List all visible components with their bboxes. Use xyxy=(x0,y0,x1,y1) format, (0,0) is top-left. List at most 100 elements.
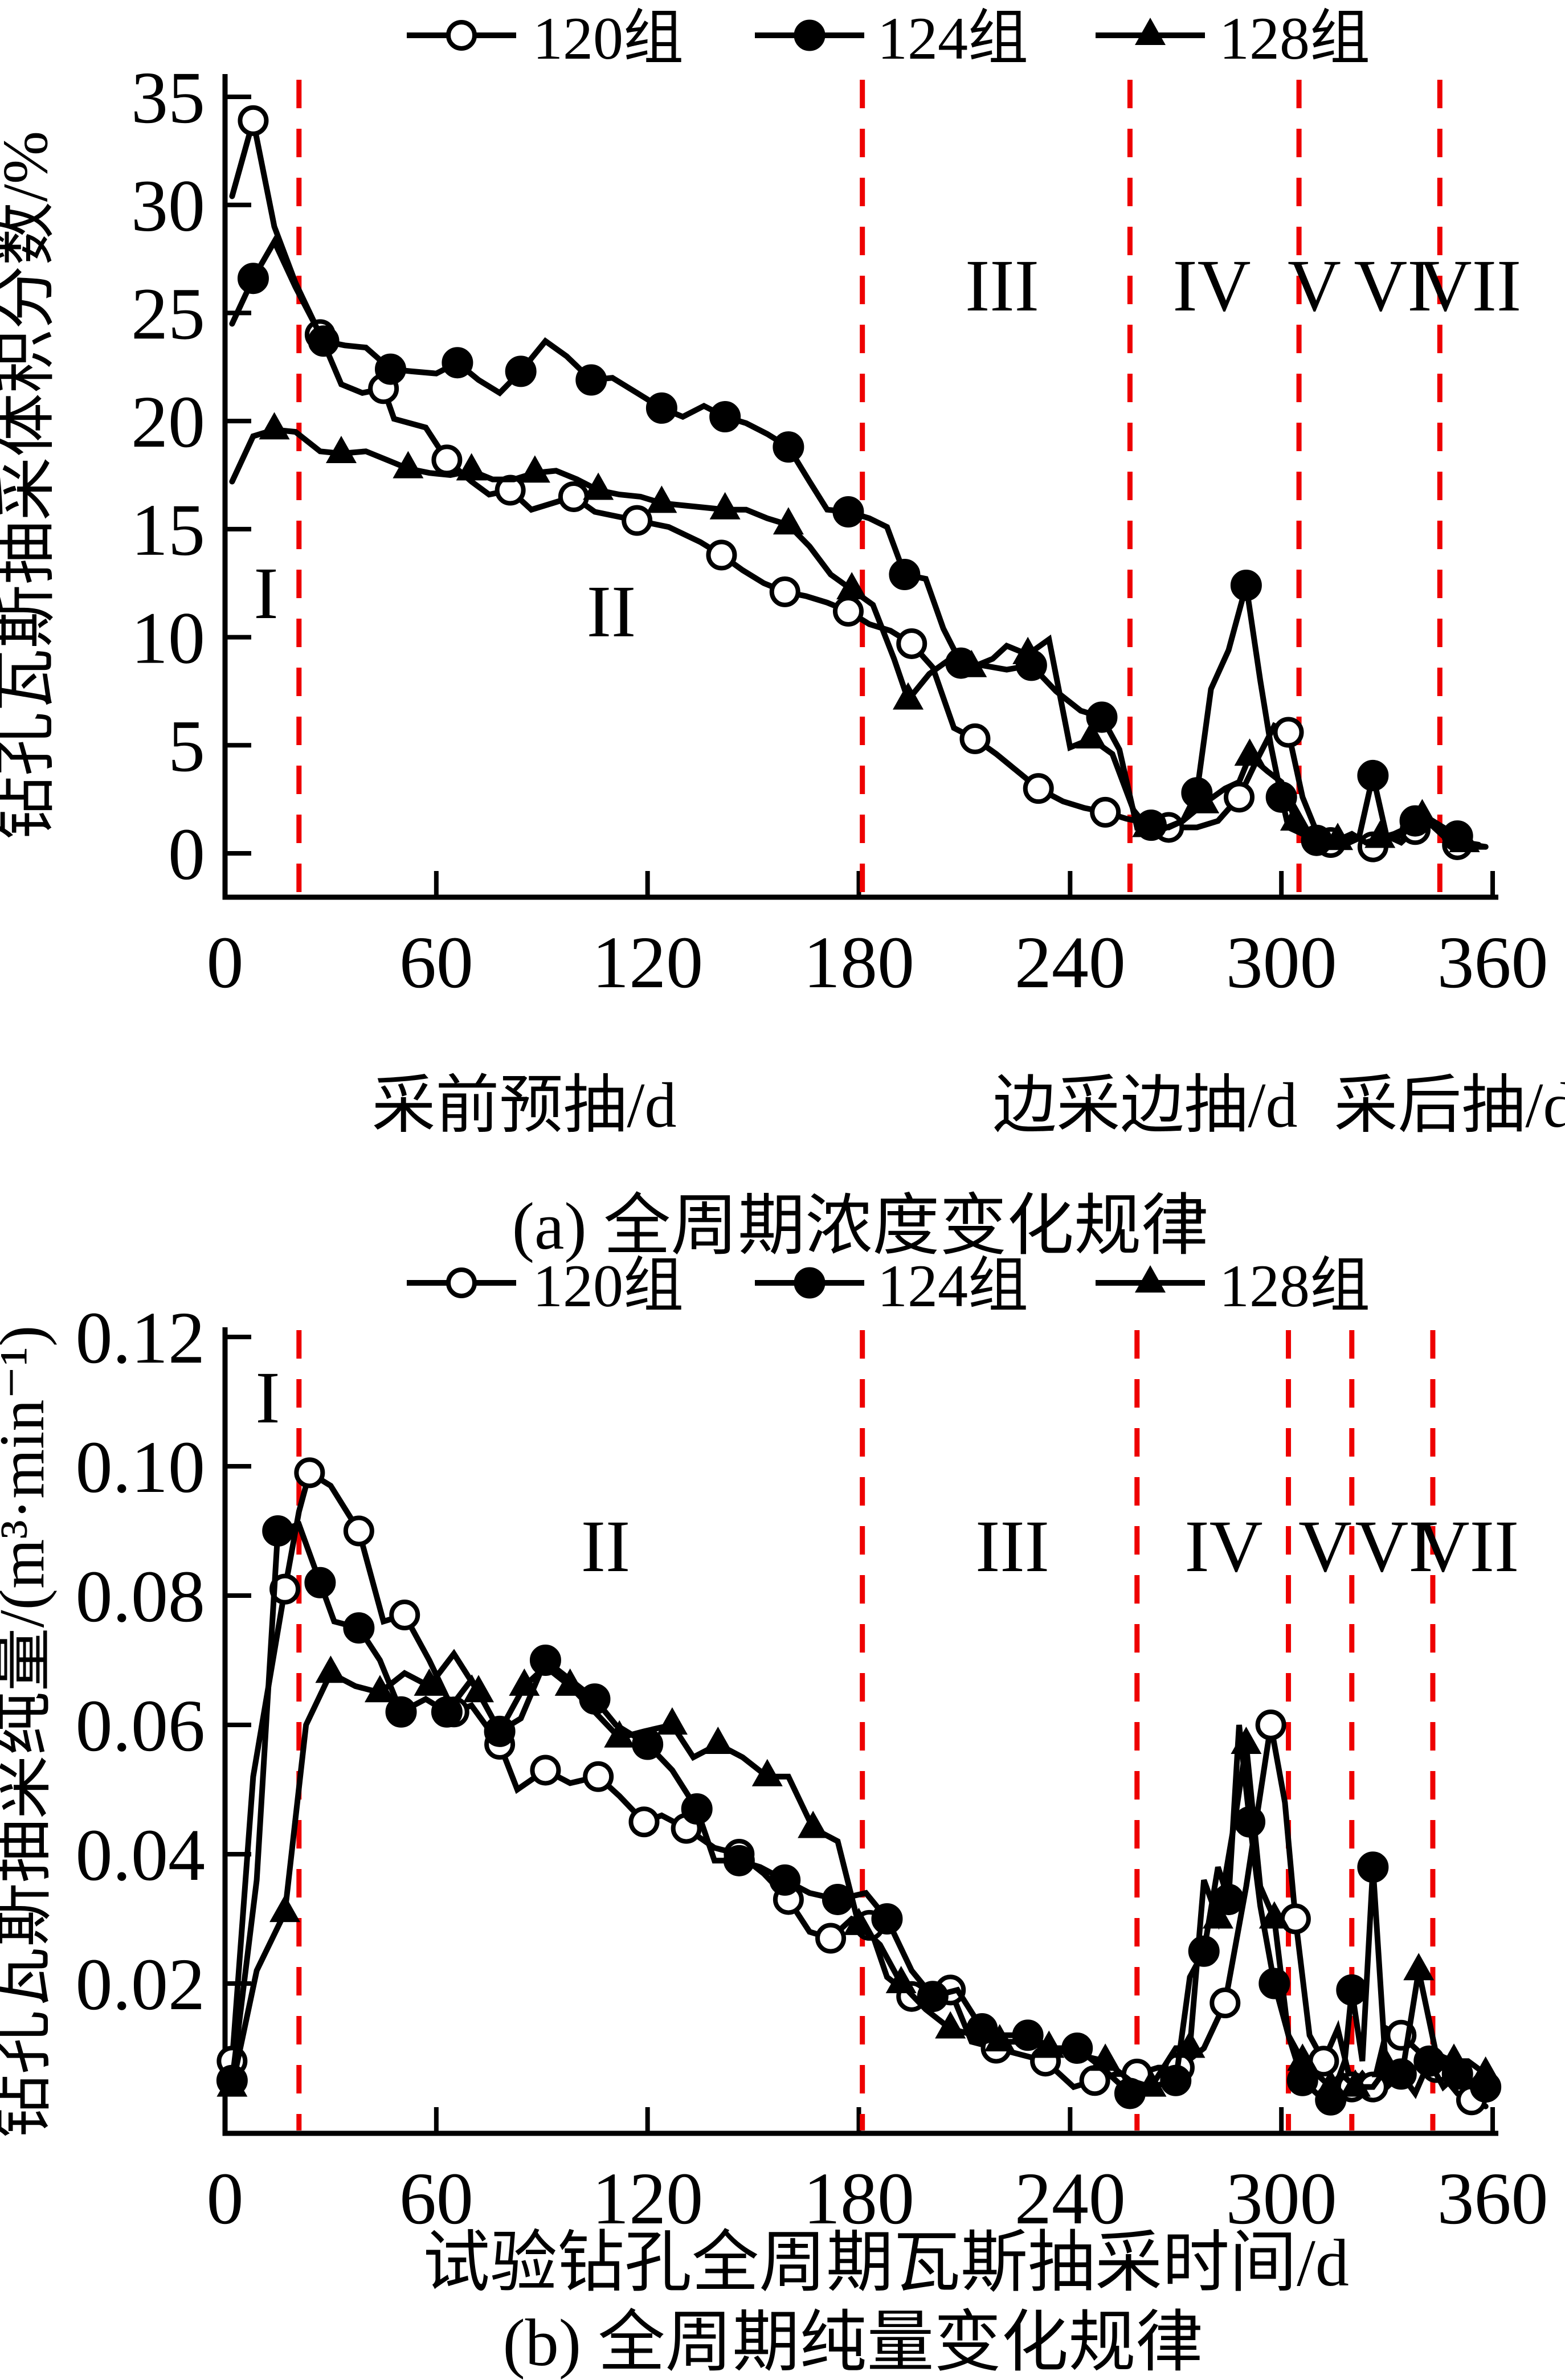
series-marker-128组 xyxy=(1287,2043,1318,2071)
series-marker-128组 xyxy=(315,1655,346,1683)
series-marker-120组 xyxy=(431,444,463,476)
x-tick-label: 300 xyxy=(1226,2158,1337,2240)
series-marker-124组 xyxy=(262,1515,294,1547)
series-marker-124组 xyxy=(308,325,340,357)
series-marker-128组 xyxy=(325,436,357,464)
series-marker-128组 xyxy=(463,1675,495,1703)
series-marker-124组 xyxy=(681,1793,713,1825)
chart-b-y-axis-title: 钻孔瓦斯抽采纯量/(m³·min⁻¹) xyxy=(0,1326,58,2138)
series-marker-124组 xyxy=(1188,1935,1220,1967)
series-marker-128组 xyxy=(393,451,424,479)
series-marker-124组 xyxy=(1086,701,1118,733)
series-marker-120组 xyxy=(628,1806,660,1838)
region-label-V: V xyxy=(1288,245,1341,327)
series-marker-124组 xyxy=(442,347,473,379)
series-marker-124组 xyxy=(871,1903,903,1935)
x-tick-label: 240 xyxy=(1015,922,1126,1004)
y-tick-label: 0.06 xyxy=(76,1685,206,1767)
series-marker-124组 xyxy=(723,1845,755,1876)
chart-b-series xyxy=(216,1457,1502,2116)
region-label-I: I xyxy=(254,553,278,635)
series-marker-128组 xyxy=(1033,2030,1065,2058)
series-marker-124组 xyxy=(917,1981,949,2013)
series-marker-120组 xyxy=(622,505,653,536)
series-marker-128组 xyxy=(216,2069,248,2097)
series-marker-124组 xyxy=(769,1864,801,1896)
series-marker-128组 xyxy=(456,453,487,481)
series-marker-128组 xyxy=(984,2024,1015,2052)
y-tick-label: 25 xyxy=(131,273,205,355)
y-tick-label: 10 xyxy=(131,598,205,680)
series-marker-124组 xyxy=(431,1696,463,1728)
series-marker-128组 xyxy=(1371,2050,1403,2078)
legend-filled-circle-icon xyxy=(794,1267,826,1299)
series-marker-124组 xyxy=(1230,570,1262,602)
x-tick-label: 360 xyxy=(1437,922,1548,1004)
series-marker-128组 xyxy=(1470,2056,1501,2084)
series-marker-124组 xyxy=(575,364,607,396)
x-tick-label: 120 xyxy=(592,2158,703,2240)
series-marker-120组 xyxy=(1090,796,1121,828)
legend-filled-circle-icon xyxy=(794,19,826,51)
y-tick-label: 20 xyxy=(131,381,205,463)
legend-item-label: 124组 xyxy=(877,5,1028,72)
series-marker-128组 xyxy=(956,649,987,677)
series-marker-128组 xyxy=(1258,1901,1290,1929)
chart-a-caption: (a) 全周期浓度变化规律 xyxy=(512,1189,1208,1263)
region-label-III: III xyxy=(975,1506,1049,1588)
legend-open-circle-icon xyxy=(446,1267,477,1298)
chart-a-dividers xyxy=(296,80,1443,894)
series-marker-124组 xyxy=(529,1645,561,1676)
x-tick-label: 300 xyxy=(1226,922,1337,1004)
series-marker-128组 xyxy=(1364,820,1396,848)
y-tick-label: 35 xyxy=(131,57,205,139)
series-marker-128组 xyxy=(798,1810,829,1838)
series-marker-120组 xyxy=(815,1923,847,1954)
series-marker-124组 xyxy=(374,353,406,385)
series-marker-128组 xyxy=(604,1720,635,1748)
series-marker-128组 xyxy=(709,492,741,520)
region-label-IV: IV xyxy=(1184,1506,1262,1588)
series-marker-128组 xyxy=(702,1727,734,1755)
series-marker-128组 xyxy=(259,412,290,440)
y-tick-label: 30 xyxy=(131,165,205,247)
legend-filled-triangle-icon xyxy=(1135,1265,1166,1293)
legend-open-circle-icon xyxy=(446,20,477,51)
y-tick-label: 15 xyxy=(131,489,205,571)
series-marker-128组 xyxy=(1135,2069,1167,2097)
series-marker-128组 xyxy=(269,1895,301,1923)
x-tick-label: 60 xyxy=(399,922,473,1004)
series-marker-128组 xyxy=(885,1966,917,1993)
series-marker-120组 xyxy=(896,628,927,659)
series-marker-128组 xyxy=(1339,2069,1371,2097)
x-tick-label: 360 xyxy=(1437,2158,1548,2240)
series-marker-124组 xyxy=(1234,1806,1266,1838)
y-tick-label: 0.02 xyxy=(76,1944,206,2026)
series-marker-128组 xyxy=(1322,823,1354,850)
series-marker-120组 xyxy=(343,1515,374,1547)
x-tick-label: 60 xyxy=(399,2158,473,2240)
x-tick-label: 240 xyxy=(1015,2158,1126,2240)
legend-filled-triangle-icon xyxy=(1135,18,1166,45)
series-marker-124组 xyxy=(1160,2064,1192,2096)
series-marker-120组 xyxy=(1209,1988,1241,2019)
y-tick-label: 0 xyxy=(168,813,205,895)
legend-item-label: 128组 xyxy=(1219,1253,1370,1319)
series-marker-120组 xyxy=(294,1457,325,1488)
series-marker-120组 xyxy=(1255,1710,1286,1740)
series-marker-124组 xyxy=(1336,1974,1368,2006)
region-label-VII: VII xyxy=(1419,245,1521,327)
legend-item-label: 124组 xyxy=(877,1253,1028,1319)
chart-b-dividers xyxy=(296,1330,1436,2130)
series-marker-128组 xyxy=(893,682,924,710)
series-marker-128组 xyxy=(583,472,614,500)
chart-b: 120组 124组 128组 0.02 0.04 0.06 0.08 0.10 0.12 0 60… xyxy=(0,1253,1548,2380)
chart-a-axes: 0 5 10 15 20 25 30 35 0 60 120 180 240 300 360 xyxy=(131,57,1548,1004)
series-marker-120组 xyxy=(530,1755,561,1786)
series-marker-128组 xyxy=(1439,2043,1470,2071)
chart-a-series xyxy=(229,105,1489,862)
legend-item-label: 120组 xyxy=(533,1253,684,1319)
series-marker-128组 xyxy=(1132,809,1163,837)
